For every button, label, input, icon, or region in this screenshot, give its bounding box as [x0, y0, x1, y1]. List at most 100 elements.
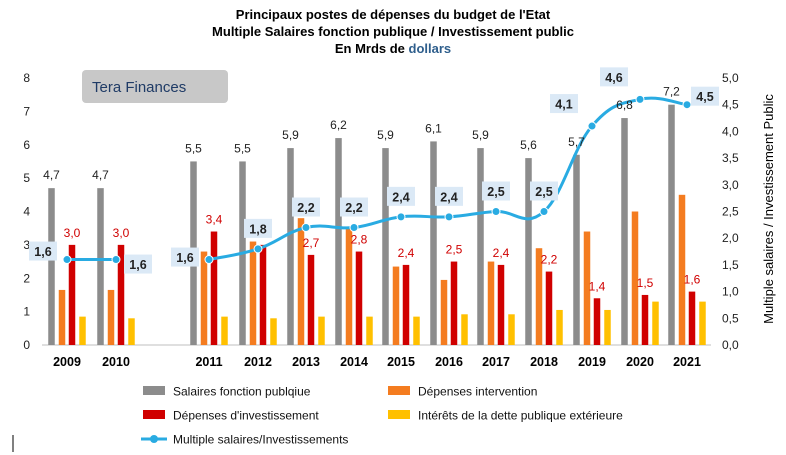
watermark-badge: Tera Finances	[82, 70, 228, 103]
legend-swatch	[143, 386, 165, 395]
legend-label: Dépenses intervention	[418, 385, 537, 399]
legend-label: Dépenses d'investissement	[173, 409, 319, 423]
multiple-label-box	[482, 181, 510, 201]
multiple-label-text: 2,5	[535, 185, 552, 199]
bar-salaires	[97, 188, 104, 345]
data-label-salaires: 5,6	[520, 138, 537, 152]
data-label-salaires: 4,7	[92, 168, 109, 182]
bar-interets	[79, 316, 86, 345]
bar-interets	[318, 316, 325, 345]
x-tick-label: 2012	[244, 355, 272, 369]
multiple-point	[253, 244, 263, 254]
multiple-label-text: 1,6	[129, 258, 146, 272]
bar-investissement	[210, 231, 218, 345]
watermark-text: Tera Finances	[92, 79, 186, 96]
bar-interventions	[345, 228, 353, 345]
legend-swatch-marker	[150, 435, 158, 443]
bar-investissement	[688, 291, 696, 345]
y2-tick-label: 0,0	[722, 338, 739, 352]
x-tick-label: 2014	[340, 355, 368, 369]
bar-investissement	[593, 298, 601, 345]
y2-tick-label: 0,5	[722, 311, 739, 325]
legend-swatch	[388, 410, 410, 419]
data-label-investissement: 2,4	[398, 246, 415, 260]
data-label-investissement: 2,8	[351, 233, 368, 247]
bar-salaires	[335, 138, 342, 345]
data-label-investissement: 1,4	[589, 279, 606, 293]
bar-interets	[556, 309, 563, 345]
multiple-label-text: 2,4	[440, 190, 457, 204]
bar-interets	[604, 309, 611, 345]
bar-investissement	[641, 294, 649, 345]
y2-tick-label: 1,5	[722, 258, 739, 272]
data-label-salaires: 5,9	[282, 128, 299, 142]
multiple-label-box	[292, 197, 320, 217]
bar-interventions	[678, 194, 686, 345]
legend-swatch	[388, 386, 410, 395]
multiple-label-text: 4,1	[555, 98, 572, 112]
multiple-label-text: 2,2	[297, 201, 314, 215]
y-tick-label: 7	[23, 104, 30, 118]
multiple-point	[587, 121, 597, 131]
bar-investissement	[307, 254, 315, 345]
bar-salaires	[382, 148, 389, 345]
bar-interventions	[107, 289, 115, 345]
right-axis-title: Multiple salaires / Investissement Publi…	[761, 94, 776, 324]
y-tick-label: 8	[23, 71, 30, 85]
bar-interventions	[631, 211, 639, 345]
bar-investissement	[68, 244, 76, 345]
x-tick-label: 2017	[482, 355, 510, 369]
x-tick-label: 2018	[530, 355, 558, 369]
multiple-point	[349, 223, 359, 233]
bar-investissement	[450, 261, 458, 345]
bar-salaires	[621, 118, 628, 345]
bar-interventions	[297, 218, 305, 345]
data-label-salaires: 5,5	[234, 141, 251, 155]
bar-salaires	[573, 154, 580, 345]
y2-tick-label: 3,0	[722, 178, 739, 192]
bar-investissement	[259, 244, 267, 345]
bar-investissement	[402, 264, 410, 345]
multiple-label: 2,5	[530, 181, 558, 201]
data-label-investissement: 3,4	[206, 213, 223, 227]
x-tick-label: 2020	[626, 355, 654, 369]
title-line-1: Principaux postes de dépenses du budget …	[236, 7, 551, 22]
y2-tick-label: 1,0	[722, 285, 739, 299]
data-label-investissement: 2,5	[446, 243, 463, 257]
y-tick-label: 6	[23, 138, 30, 152]
data-label-investissement: 3,0	[64, 226, 81, 240]
bar-interets	[461, 314, 468, 345]
bar-investissement	[545, 271, 553, 345]
x-tick-label: 2021	[673, 355, 701, 369]
multiple-label: 4,1	[550, 94, 578, 114]
multiple-label-box	[29, 241, 57, 261]
data-label-salaires: 5,7	[568, 135, 585, 149]
data-labels: 4,7 4,7 5,5 5,5 5,9 6,2 5,9 6,1 5,9 5,6 5,7 6,8 7,2 3…	[29, 67, 719, 293]
y2-tick-label: 5,0	[722, 71, 739, 85]
legend-item-interets: Intérêts de la dette publique extérieure	[388, 409, 623, 423]
multiple-label-box	[387, 186, 415, 206]
bar-interets	[128, 318, 135, 345]
multiple-label: 2,2	[340, 197, 368, 217]
multiple-point	[204, 255, 214, 265]
y2-tick-label: 2,0	[722, 231, 739, 245]
bar-interets	[221, 316, 228, 345]
multiple-line	[62, 94, 692, 265]
multiple-label-text: 1,8	[249, 222, 266, 236]
multiple-label-text: 1,6	[34, 245, 51, 259]
legend-item-interventions: Dépenses intervention	[388, 385, 537, 399]
title-line-3-accent: dollars	[409, 41, 452, 56]
multiple-label: 2,5	[482, 181, 510, 201]
bar-investissement	[497, 264, 505, 345]
multiple-point	[301, 223, 311, 233]
multiple-label-text: 2,4	[392, 190, 409, 204]
data-label-salaires: 7,2	[663, 85, 680, 99]
x-tick-label: 2009	[53, 355, 81, 369]
multiple-label: 1,6	[171, 247, 199, 267]
multiple-label-box	[340, 197, 368, 217]
chart-title: Principaux postes de dépenses du budget …	[212, 7, 574, 56]
bar-salaires	[48, 188, 55, 345]
legend-swatch	[143, 410, 165, 419]
data-label-investissement: 3,0	[113, 226, 130, 240]
